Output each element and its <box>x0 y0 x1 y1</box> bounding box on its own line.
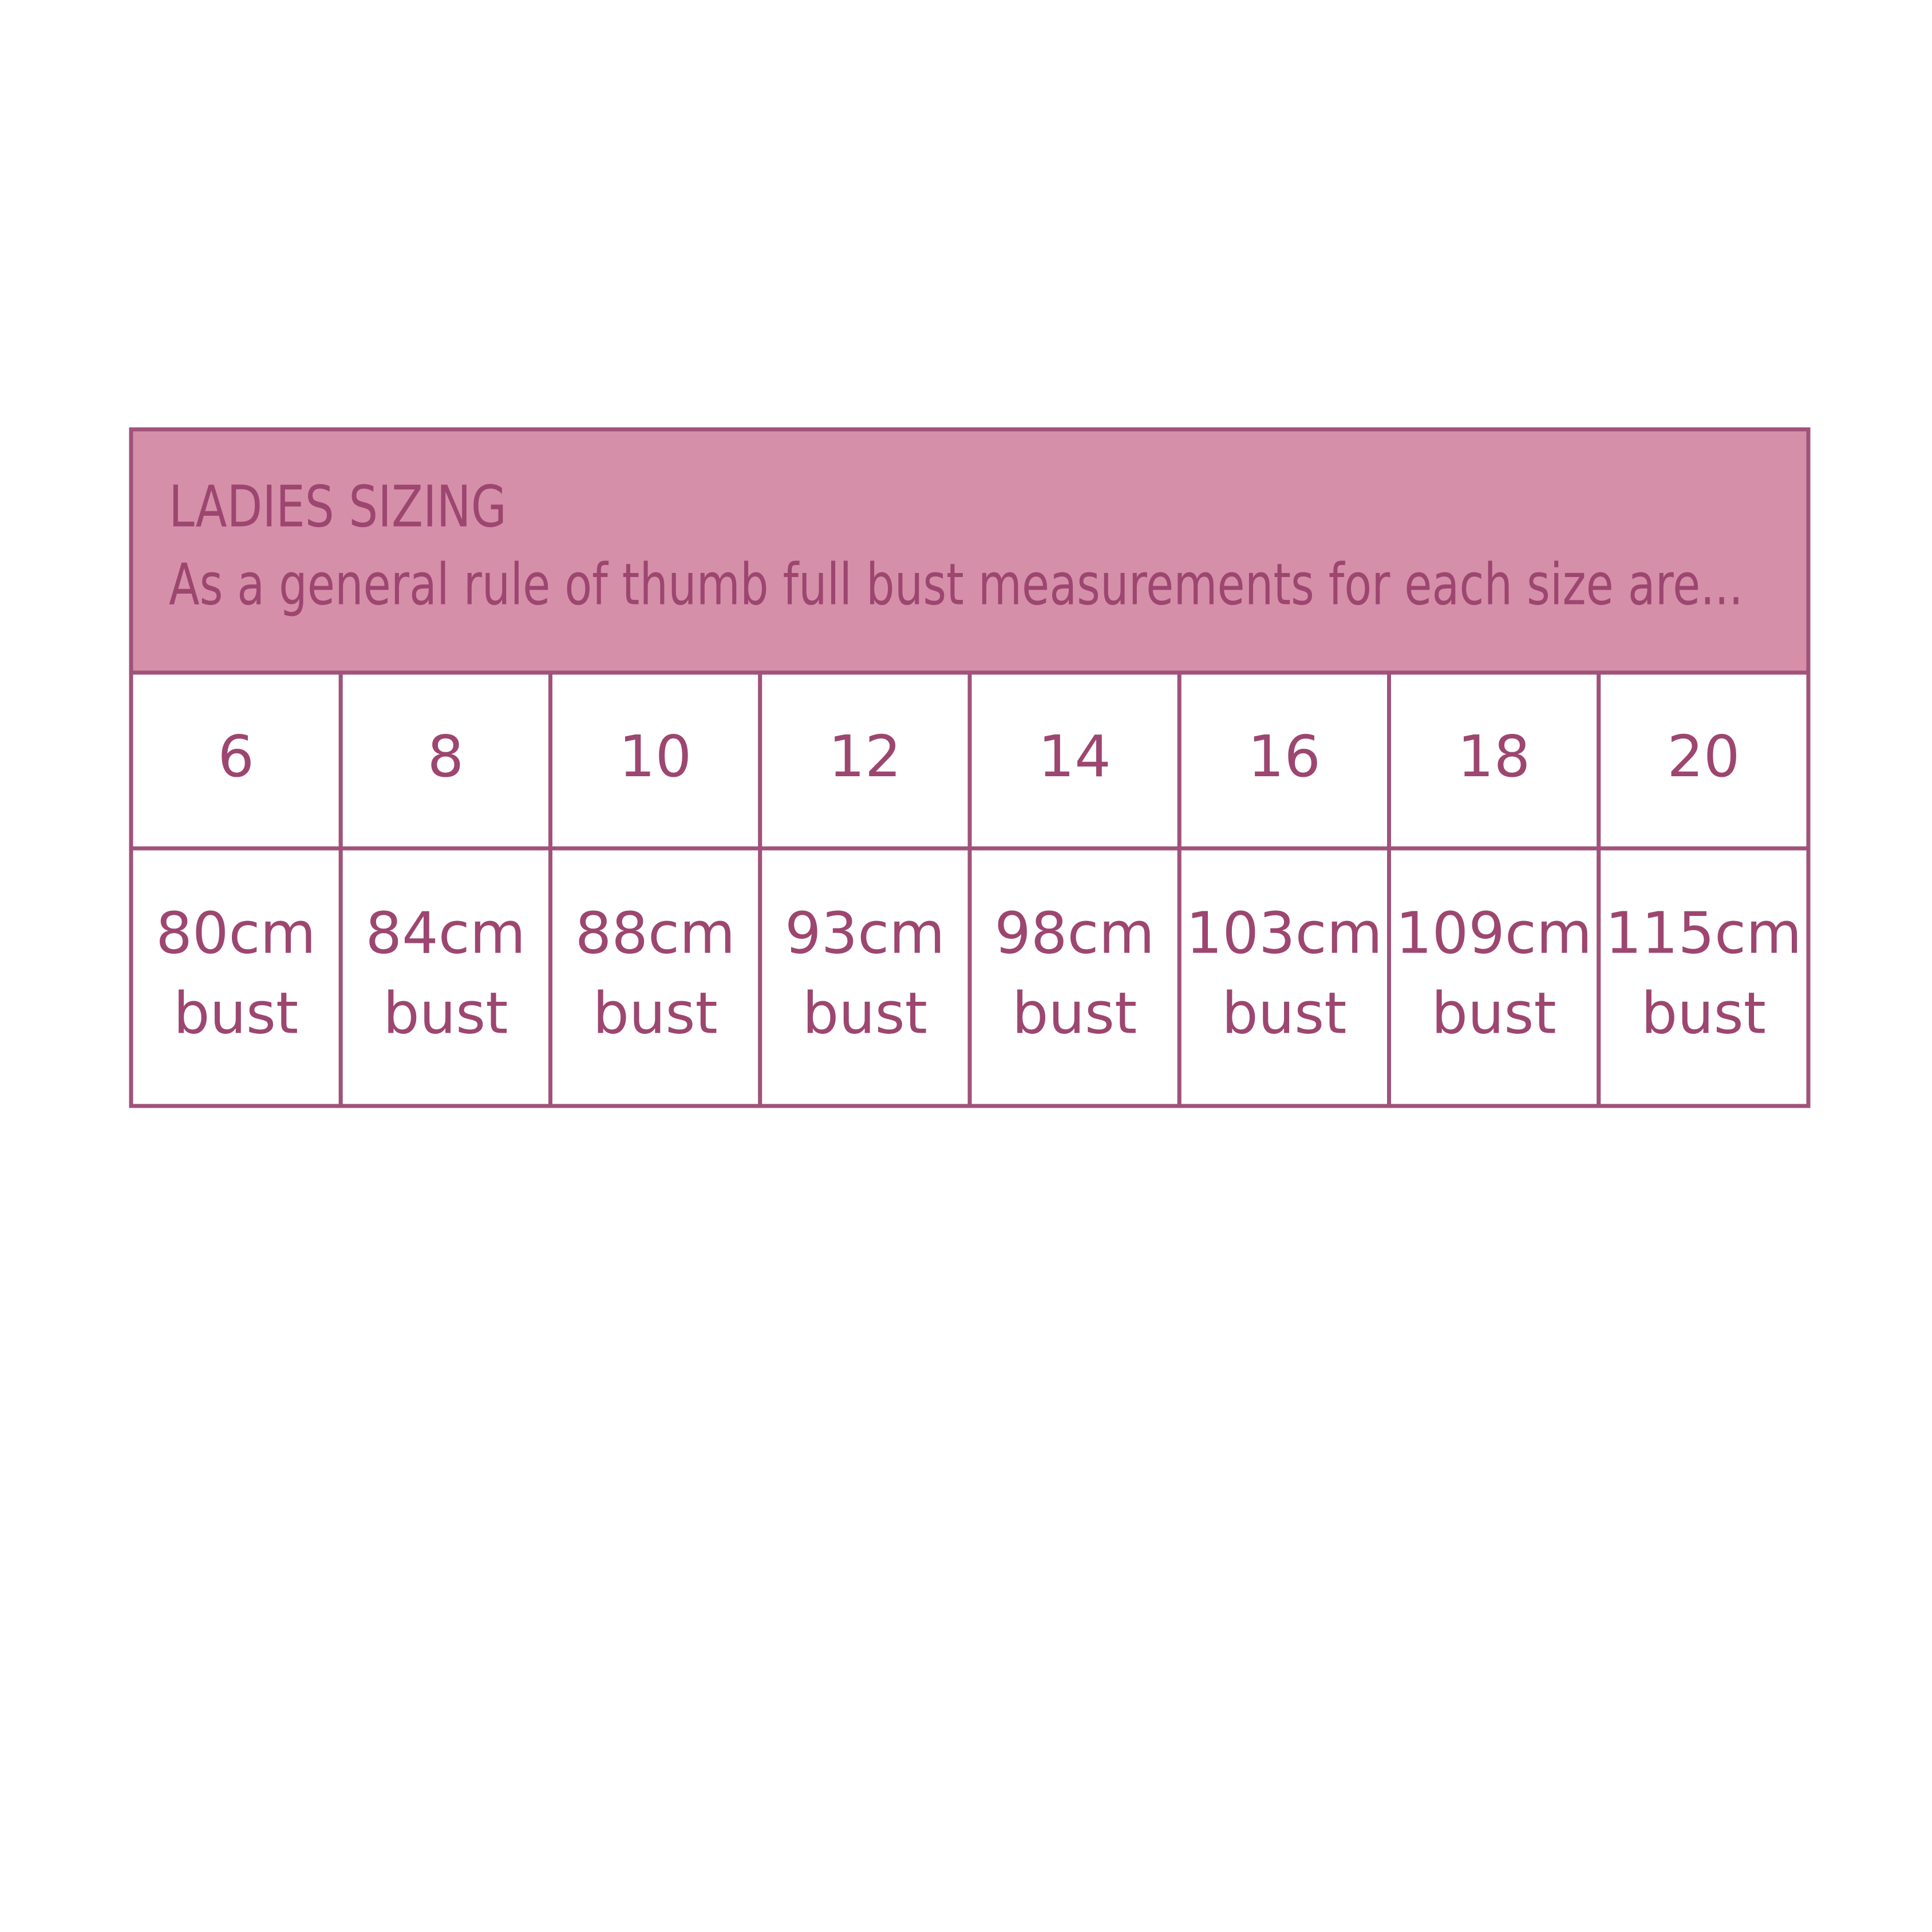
size-label: 10 <box>619 723 692 790</box>
table-cell <box>967 670 1182 851</box>
bust-measurement: bust <box>1432 979 1556 1046</box>
table-cell <box>1597 846 1811 1108</box>
bust-measurement: 88cm <box>575 899 736 966</box>
bust-measurement: bust <box>593 979 718 1046</box>
header-box <box>129 427 1811 675</box>
table-cell <box>1387 846 1601 1108</box>
bust-measurement: 115cm <box>1605 899 1801 966</box>
bust-measurement: bust <box>1222 979 1346 1046</box>
table-cell <box>758 846 972 1108</box>
table-cell <box>338 846 552 1108</box>
size-label: 20 <box>1667 723 1740 790</box>
bust-measurement: 103cm <box>1186 899 1382 966</box>
title: LADIES SIZING <box>169 473 507 540</box>
table-cell <box>1177 846 1391 1108</box>
bust-measurement: bust <box>173 979 298 1046</box>
table-cell <box>1387 670 1601 851</box>
bust-measurement: 84cm <box>366 899 526 966</box>
size-label: 12 <box>828 723 901 790</box>
bust-measurement: 93cm <box>785 899 945 966</box>
table-cell <box>129 846 343 1108</box>
table-cell <box>967 846 1182 1108</box>
size-table: 6 8 10 12 14 16 18 20 80cm bust 84cm bust 88cm bust 93… <box>129 670 1811 1108</box>
bust-measurement: 109cm <box>1396 899 1592 966</box>
size-label: 6 <box>218 723 254 790</box>
table-cell <box>338 670 552 851</box>
bust-measurement: 98cm <box>994 899 1155 966</box>
size-label: 14 <box>1038 723 1111 790</box>
bust-measurement: bust <box>1641 979 1766 1046</box>
size-label: 16 <box>1248 723 1321 790</box>
bust-measurement: bust <box>1012 979 1137 1046</box>
subtitle: As a general rule of thumb full bust mea… <box>169 551 1743 618</box>
table-cell <box>548 846 762 1108</box>
size-label: 8 <box>428 723 464 790</box>
bust-measurement: bust <box>803 979 927 1046</box>
bust-measurement: bust <box>383 979 508 1046</box>
bust-measurement: 80cm <box>156 899 316 966</box>
table-cell <box>129 670 343 851</box>
size-label: 18 <box>1457 723 1530 790</box>
